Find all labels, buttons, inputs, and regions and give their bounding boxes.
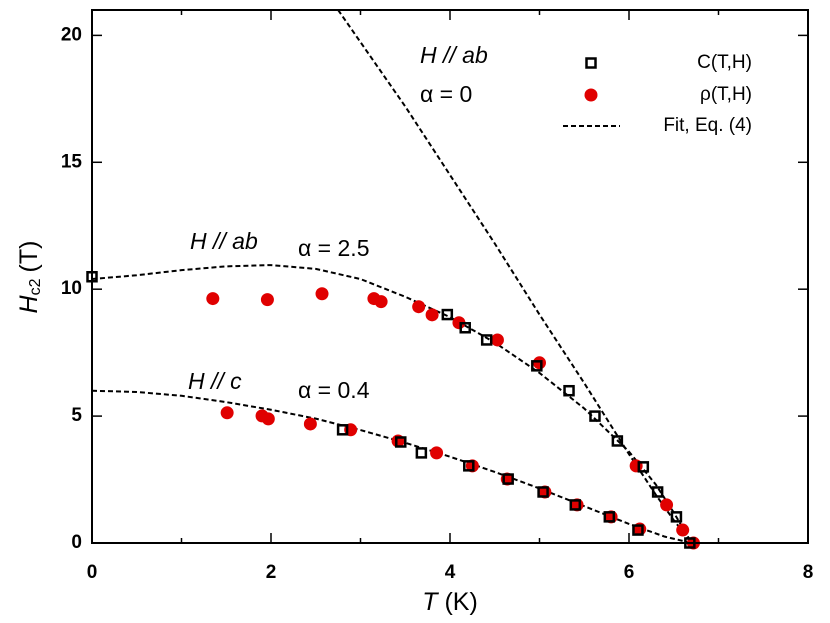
c-point: [480, 334, 493, 346]
y-label-unit: (T): [15, 241, 43, 273]
c-point: [336, 424, 349, 436]
x-tick-label: 0: [87, 562, 98, 583]
c-point: [569, 499, 582, 511]
legend-marker: [585, 57, 597, 69]
annotation: H // ab: [420, 42, 488, 68]
legend-label: Fit, Eq. (4): [663, 115, 752, 136]
x-tick-label: 4: [445, 562, 456, 583]
x-tick-label: 6: [624, 562, 635, 583]
rho-point: [374, 295, 388, 309]
fit-line: [92, 264, 693, 543]
plot-frame: [91, 9, 809, 544]
c-point: [459, 322, 471, 334]
c-point: [395, 436, 407, 448]
c-point: [502, 473, 514, 485]
y-tick-label: 20: [61, 24, 82, 45]
y-tick-label: 0: [71, 532, 82, 553]
x-label-unit: (K): [444, 588, 477, 616]
c-point: [632, 524, 644, 536]
c-point: [463, 460, 475, 472]
legend-label: C(T,H): [697, 52, 752, 73]
c-point: [611, 435, 624, 447]
annotation: α = 0.4: [298, 377, 370, 403]
rho-point: [676, 523, 690, 537]
legend-marker: [584, 88, 598, 102]
c-point: [603, 511, 616, 523]
annotation: α = 2.5: [298, 235, 369, 261]
annotation: H // c: [188, 368, 242, 394]
annotation: H // ab: [190, 228, 258, 254]
rho-point: [430, 446, 444, 460]
rho-point: [452, 316, 466, 330]
c-point: [415, 447, 428, 459]
c-point: [531, 360, 543, 372]
c-point: [637, 461, 650, 473]
y-label-subscript: c2: [27, 278, 44, 295]
c-point: [651, 486, 664, 498]
rho-point: [260, 293, 274, 307]
rho-point: [425, 308, 439, 322]
y-tick-label: 15: [61, 151, 83, 172]
rho-point: [315, 287, 329, 301]
fit-line: [92, 389, 692, 543]
rho-point: [303, 417, 317, 431]
rho-point: [206, 292, 220, 306]
rho-point: [660, 498, 674, 512]
c-point: [589, 410, 601, 422]
rho-point: [533, 356, 546, 370]
x-tick-label: 2: [266, 562, 277, 583]
rho-point: [490, 333, 504, 347]
y-label-symbol: H: [15, 294, 43, 313]
x-label-symbol: T: [422, 588, 439, 616]
rho-point: [261, 412, 275, 426]
x-tick-label: 8: [803, 562, 814, 583]
rho-point: [412, 300, 426, 314]
x-axis-label: T (K): [422, 588, 478, 616]
c-point: [670, 511, 683, 523]
annotation: α = 0: [420, 81, 472, 107]
y-tick-label: 10: [61, 278, 82, 299]
rho-point: [220, 406, 234, 420]
y-axis-label: Hc2 (T): [15, 241, 45, 314]
y-tick-label: 5: [71, 405, 82, 426]
legend-label: ρ(T,H): [700, 84, 752, 105]
c-point: [563, 384, 575, 397]
c-point: [441, 308, 454, 321]
c-point: [537, 486, 549, 498]
